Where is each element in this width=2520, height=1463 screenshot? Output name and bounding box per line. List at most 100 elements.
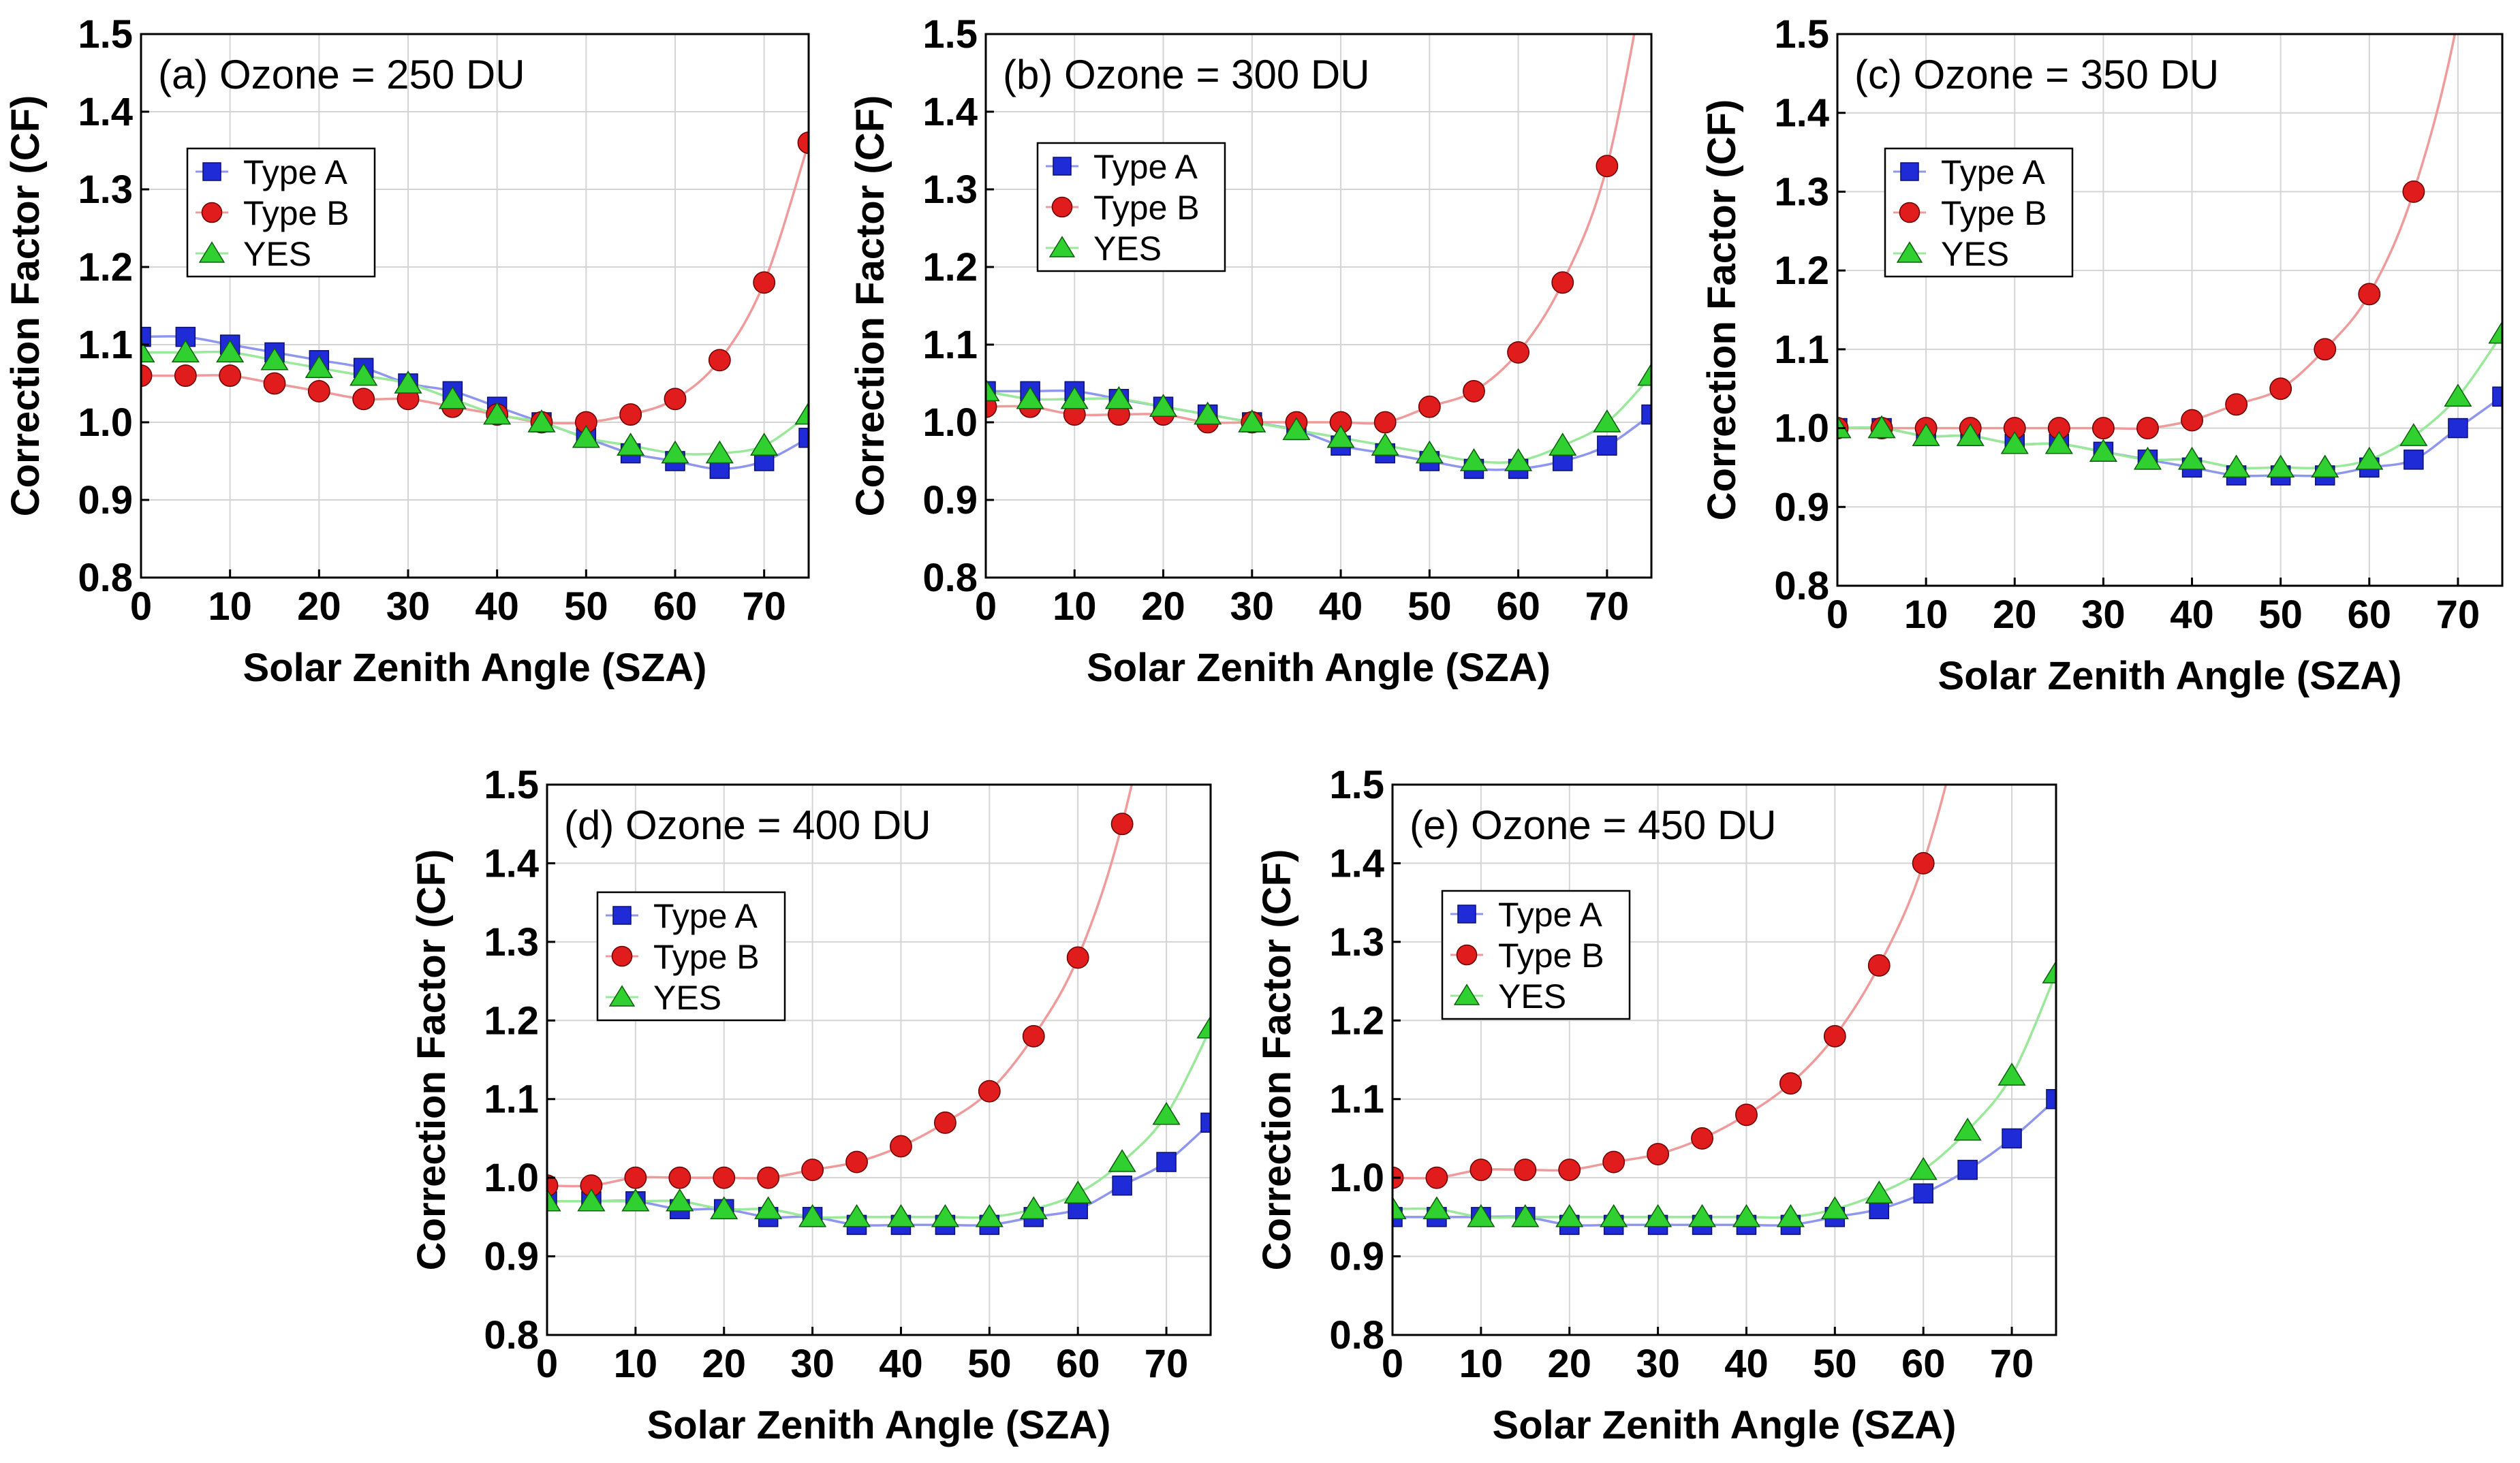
plot-area [1837,34,2502,586]
series-group [141,131,809,479]
chart-panel-c: 0 10 20 30 40 50 60 70 0.8 0.9 1.0 1.1 1.2 1.3 1.4 1.5 S… [1700,12,2504,698]
x-tick-label: 30 [1230,584,1275,629]
point-yes [1393,1196,1407,1220]
legend-label-yes: YES [243,235,311,273]
legend-marker-yes [198,241,225,263]
legend-label-type-a: Type A [653,897,758,935]
y-tick-label: 1.3 [484,920,539,964]
point-type-b [2314,338,2337,361]
legend-label-type-b: Type B [1498,937,1604,975]
point-yes [1867,415,1896,439]
point-type-b [986,395,997,418]
point-yes [1152,1101,1181,1125]
point-type-b [1418,395,1441,418]
point-yes [260,347,289,371]
legend-marker-type-b [1899,202,1920,223]
chart-panel-b: 0 10 20 30 40 50 60 70 0.8 0.9 1.0 1.1 1.2 1.3 1.4 1.5 S… [848,12,1653,690]
x-tick-label: 70 [1145,1342,1189,1386]
point-type-b [2091,417,2115,440]
plot-frame [1391,783,2057,1336]
x-tick-label: 60 [1496,584,1540,629]
panel-title: (c) Ozone = 350 DU [1854,52,2219,97]
point-type-b [1912,851,1935,875]
y-tick-label: 1.3 [922,168,978,212]
x-tick-label: 0 [130,584,152,629]
point-yes [1060,386,1089,409]
y-tick-label: 1.0 [1774,407,1829,451]
x-tick-label: 10 [1459,1342,1504,1386]
plot-frame [140,33,810,579]
point-type-b [2269,377,2292,400]
x-tick-label: 40 [475,584,519,629]
point-yes [750,432,779,456]
y-tick-label: 0.9 [484,1235,539,1279]
point-type-b [624,1166,647,1189]
point-type-a [1913,1183,1933,1204]
point-yes [1459,448,1489,471]
point-yes [1593,409,1621,432]
x-tick-label: 10 [208,584,252,629]
point-type-b [307,379,330,403]
point-type-b [753,271,776,294]
panel-title: (d) Ozone = 400 DU [564,802,931,848]
x-tick-label: 0 [1826,593,1848,637]
point-yes [141,339,155,363]
legend-marker-type-a [1900,162,1919,181]
point-yes [617,432,645,456]
series-line-type-a [986,389,1651,471]
x-tick-label: 50 [2258,593,2303,637]
point-type-a [1156,1152,1177,1172]
point-type-b [664,388,687,411]
y-axis-label: Correction Factor (CF) [848,95,892,517]
point-yes [1019,1196,1048,1220]
point-yes [2311,454,2339,478]
legend-marker-type-b [201,202,223,223]
plot-area [547,785,1211,1335]
x-axis-label: Solar Zenith Angle (SZA) [1938,654,2402,698]
y-tick-label: 0.8 [78,556,133,600]
y-axis-label: Correction Factor (CF) [1255,849,1299,1271]
point-type-b [1602,1150,1625,1174]
point-type-b [1022,1024,1045,1048]
point-yes [2267,454,2295,478]
point-yes [798,1204,827,1227]
point-yes [1997,1063,2026,1086]
y-tick-label: 1.5 [78,12,133,57]
legend-marker-type-b [1051,196,1073,218]
y-tick-label: 1.0 [1329,1156,1384,1200]
point-type-b [1551,271,1574,294]
point-type-b [1779,1072,1802,1095]
x-tick-label: 30 [2081,593,2126,637]
point-yes [710,1196,738,1220]
legend-label-type-b: Type B [243,194,349,232]
point-yes [349,362,378,386]
x-axis-label: Solar Zenith Angle (SZA) [1493,1403,1957,1447]
point-yes [1644,1204,1673,1227]
y-tick-label: 1.2 [1329,998,1384,1043]
y-tick-label: 0.8 [1774,564,1829,608]
y-tick-label: 1.4 [1774,91,1829,136]
legend-marker-type-b [1456,944,1478,966]
point-type-a [1200,1112,1211,1133]
point-yes [1865,1180,1893,1204]
point-yes [1149,394,1178,417]
legend-label-type-a: Type A [1093,148,1198,186]
point-type-b [801,1159,824,1182]
point-yes [931,1204,959,1227]
y-tick-label: 0.8 [484,1313,539,1357]
x-axis-label: Solar Zenith Angle (SZA) [647,1403,1111,1447]
point-type-b [1596,155,1619,178]
point-type-b [1507,341,1530,364]
point-yes [2444,383,2472,407]
point-yes [1687,1204,1717,1227]
point-yes [842,1204,871,1227]
x-tick-label: 60 [2348,593,2392,637]
y-tick-label: 1.2 [1774,249,1829,293]
legend-label-type-b: Type B [1093,189,1200,227]
point-yes [666,1188,694,1212]
point-yes [171,339,200,363]
plot-area [1393,785,2056,1335]
x-tick-label: 40 [1319,584,1363,629]
